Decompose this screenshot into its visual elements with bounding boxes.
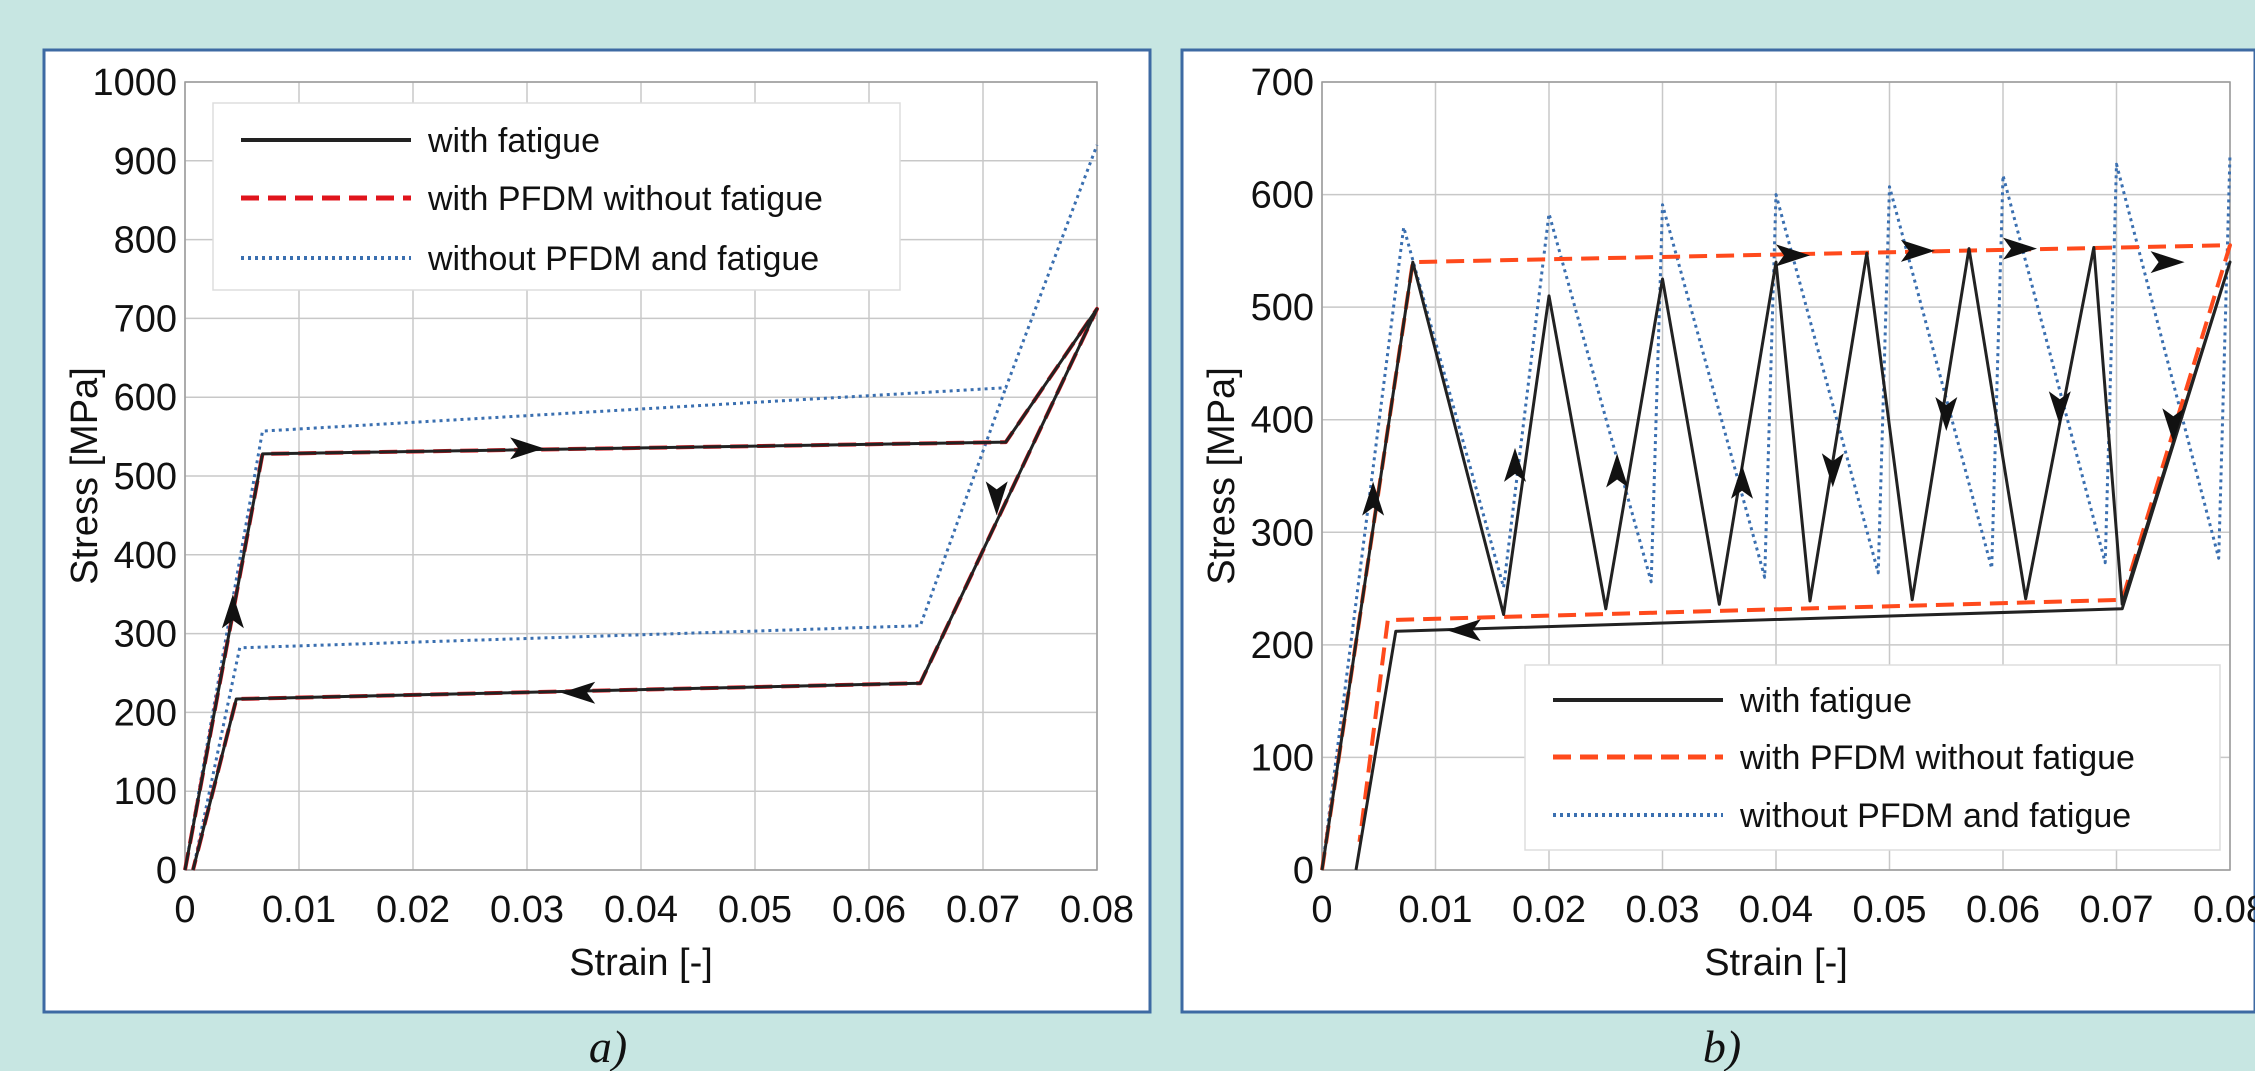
direction-arrow-down	[1821, 453, 1844, 488]
direction-arrow-left	[1446, 619, 1481, 642]
y-tick-label: 600	[114, 377, 177, 419]
series-line-dashed	[1320, 243, 2232, 871]
y-tick-label: 100	[114, 771, 177, 813]
x-tick-label: 0.02	[376, 889, 450, 931]
y-tick-label: 200	[1251, 625, 1314, 667]
chart-panel-b: 0 0.01 0.02 0.03 0.04 0.05 0.06 0.07 0.08 0 100 200…	[1180, 48, 2255, 1071]
y-tick-label: 700	[114, 298, 177, 340]
direction-arrow-up	[1606, 453, 1629, 488]
x-tick-label: 0.05	[718, 889, 792, 931]
x-tick-label: 0.08	[1060, 889, 1134, 931]
series-line-solid	[1320, 246, 2232, 871]
direction-arrow-right	[510, 437, 545, 460]
y-tick-label: 800	[114, 220, 177, 262]
y-tick-label: 100	[1251, 737, 1314, 779]
x-tick-label: 0.07	[2080, 889, 2154, 931]
panel-caption: b)	[1703, 1021, 1741, 1071]
legend-entry: with PFDM without fatigue	[427, 180, 823, 218]
x-tick-label: 0.04	[1739, 889, 1813, 931]
direction-arrow-down	[2048, 391, 2071, 426]
series-line-dotted-unloading	[191, 387, 1008, 871]
direction-arrow-up	[1504, 447, 1526, 482]
x-axis-label: Strain [-]	[569, 942, 713, 984]
plot-border	[184, 81, 1098, 871]
direction-arrow-left	[561, 681, 596, 704]
x-tick-label: 0.07	[946, 889, 1020, 931]
x-tick-label: 0	[174, 889, 195, 931]
panel-caption: a)	[589, 1021, 627, 1071]
y-axis-label: Stress [MPa]	[1201, 367, 1243, 585]
y-tick-label: 400	[114, 535, 177, 577]
direction-arrow-up	[221, 594, 244, 629]
y-tick-label: 400	[1251, 400, 1314, 442]
direction-arrow-right	[1900, 239, 1935, 262]
x-tick-label: 0.02	[1512, 889, 1586, 931]
x-axis-label: Strain [-]	[1704, 942, 1848, 984]
y-tick-label: 600	[1251, 175, 1314, 217]
x-tick-label: 0.03	[490, 889, 564, 931]
direction-arrow-up	[1731, 464, 1753, 499]
x-tick-label: 0.01	[1399, 889, 1473, 931]
y-tick-label: 0	[1293, 850, 1314, 892]
y-tick-label: 200	[114, 692, 177, 734]
direction-arrow-down	[1935, 397, 1958, 431]
x-tick-label: 0.03	[1626, 889, 1700, 931]
direction-arrow-down	[2162, 408, 2185, 443]
x-tick-label: 0.01	[262, 889, 336, 931]
legend-entry: with fatigue	[427, 122, 600, 160]
y-tick-label: 300	[1251, 512, 1314, 554]
x-tick-label: 0	[1311, 889, 1332, 931]
legend-entry: with PFDM without fatigue	[1739, 739, 2135, 777]
y-tick-label: 300	[114, 614, 177, 656]
chart-panel-a: 0 0.01 0.02 0.03 0.04 0.05 0.06 0.07 0.08 0 100 200…	[42, 48, 1152, 1071]
series-line-dotted	[1320, 153, 2232, 871]
x-tick-label: 0.04	[604, 889, 678, 931]
series-line-solid	[183, 307, 1099, 871]
direction-arrow-right	[2003, 237, 2037, 260]
direction-arrow-down	[985, 481, 1008, 516]
x-tick-label: 0.06	[1966, 889, 2040, 931]
y-tick-label: 500	[114, 456, 177, 498]
direction-arrow-right	[1776, 244, 1810, 267]
y-tick-label: 0	[156, 850, 177, 892]
y-tick-label: 1000	[92, 62, 177, 104]
y-axis-label: Stress [MPa]	[64, 367, 106, 585]
plot-border	[1321, 81, 2231, 871]
direction-arrow-up	[1362, 481, 1385, 516]
legend-entry: with fatigue	[1739, 682, 1912, 720]
y-tick-label: 900	[114, 141, 177, 183]
x-tick-label: 0.05	[1853, 889, 1927, 931]
x-tick-label: 0.06	[832, 889, 906, 931]
x-tick-label: 0.08	[2193, 889, 2255, 931]
legend-entry: without PFDM and fatigue	[1739, 797, 2131, 835]
legend-entry: without PFDM and fatigue	[427, 240, 819, 278]
y-tick-label: 500	[1251, 287, 1314, 329]
y-tick-label: 700	[1251, 62, 1314, 104]
direction-arrow-right	[2150, 251, 2185, 274]
